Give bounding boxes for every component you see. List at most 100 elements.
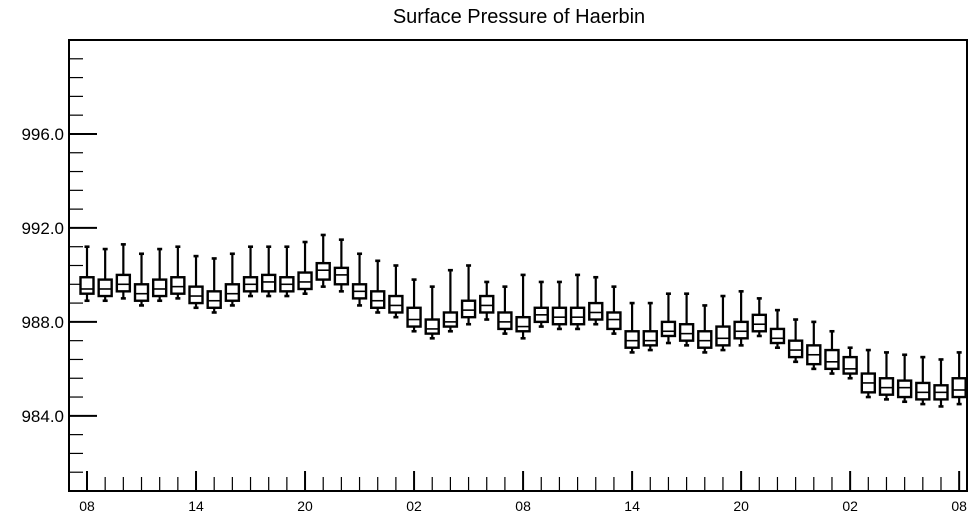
- box: [951, 351, 967, 406]
- box-body: [188, 285, 204, 305]
- box: [533, 280, 549, 328]
- box-body: [551, 306, 568, 326]
- box: [642, 301, 658, 352]
- box-body: [224, 283, 241, 302]
- box-body: [878, 377, 895, 396]
- box-body: [115, 273, 132, 293]
- y-tick-label: 996.0: [21, 125, 64, 144]
- box: [878, 351, 895, 401]
- x-tick-label: 08: [515, 498, 531, 514]
- box-body: [170, 276, 186, 295]
- box-body: [842, 355, 858, 375]
- box-body: [588, 301, 604, 321]
- box-body: [569, 306, 586, 326]
- box-body: [333, 266, 350, 286]
- box-body: [133, 283, 150, 302]
- box: [551, 280, 568, 331]
- box-body: [915, 381, 931, 401]
- box: [915, 355, 931, 406]
- box: [660, 292, 677, 345]
- box: [133, 252, 150, 307]
- y-tick-label: 984.0: [21, 407, 64, 426]
- box: [697, 304, 713, 354]
- box: [588, 275, 604, 326]
- box: [442, 268, 459, 333]
- box: [569, 273, 586, 331]
- box: [896, 353, 913, 404]
- box-body: [896, 379, 913, 399]
- box: [79, 245, 95, 303]
- x-tick-label: 08: [951, 498, 967, 514]
- box: [806, 320, 822, 371]
- box: [151, 247, 168, 303]
- x-tick-label: 02: [842, 498, 858, 514]
- box: [424, 285, 440, 340]
- box-body: [769, 327, 786, 345]
- box-body: [388, 294, 404, 314]
- box-body: [297, 271, 313, 291]
- box: [170, 245, 186, 300]
- box-body: [642, 330, 658, 347]
- box-body: [624, 330, 640, 349]
- x-tick-label: 14: [624, 498, 640, 514]
- y-tick-label: 988.0: [21, 313, 64, 332]
- box: [715, 294, 731, 352]
- box-body: [151, 278, 168, 298]
- box-body: [261, 273, 277, 293]
- y-axis-ticks: 984.0 988.0 992.0 996.0: [21, 58, 97, 473]
- box-body: [79, 276, 95, 295]
- box: [479, 280, 495, 321]
- box-body: [206, 290, 222, 309]
- box: [678, 292, 695, 347]
- box-body: [751, 313, 767, 333]
- box: [624, 301, 640, 354]
- box-body: [315, 261, 331, 281]
- box: [206, 257, 222, 314]
- box: [188, 254, 204, 310]
- y-tick-label: 992.0: [21, 219, 64, 238]
- box-body: [951, 377, 967, 399]
- plot-frame: [68, 39, 968, 492]
- box: [751, 297, 767, 338]
- box: [460, 264, 477, 326]
- box: [279, 245, 295, 298]
- box: [315, 233, 331, 288]
- box-body: [606, 311, 622, 331]
- box-body: [824, 348, 840, 371]
- x-tick-label: 20: [733, 498, 749, 514]
- box: [261, 245, 277, 298]
- box-body: [370, 290, 386, 309]
- box-body: [660, 320, 677, 338]
- box-body: [460, 299, 477, 319]
- box-body: [424, 318, 440, 335]
- box: [97, 247, 113, 303]
- box: [115, 243, 132, 300]
- x-axis-ticks: 08 14 20 02 08 14 20 02 08: [79, 471, 967, 514]
- x-tick-label: 08: [79, 498, 95, 514]
- chart-title: Surface Pressure of Haerbin: [393, 6, 645, 28]
- box-body: [678, 323, 695, 342]
- box: [824, 329, 840, 375]
- box: [406, 278, 422, 333]
- box: [333, 238, 350, 293]
- x-tick-label: 02: [406, 498, 422, 514]
- box-body: [479, 294, 495, 314]
- box: [769, 308, 786, 350]
- box: [224, 252, 241, 307]
- box: [297, 240, 313, 295]
- box: [515, 273, 531, 340]
- box: [497, 285, 513, 335]
- box-body: [406, 306, 422, 328]
- x-tick-label: 14: [188, 498, 204, 514]
- x-tick-label: 20: [297, 498, 313, 514]
- box: [606, 285, 622, 335]
- box-body: [733, 320, 749, 340]
- box: [242, 245, 259, 298]
- box: [733, 290, 749, 347]
- box-body: [497, 311, 513, 331]
- box-series: [79, 233, 967, 408]
- box: [933, 358, 949, 408]
- box-body: [697, 330, 713, 349]
- box-body: [97, 278, 113, 298]
